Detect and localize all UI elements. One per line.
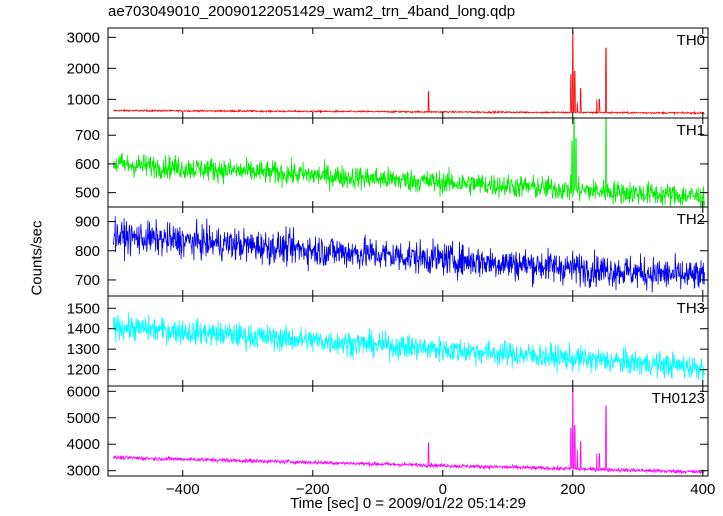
y-tick-label: 1000 xyxy=(67,91,100,108)
x-tick-label: 200 xyxy=(560,481,585,498)
y-tick-label: 700 xyxy=(75,272,100,289)
y-tick-label: 6000 xyxy=(67,383,100,400)
y-tick-label: 3000 xyxy=(67,29,100,46)
series-line-th0123 xyxy=(112,388,705,475)
panel-th3: 1200 1300 1400 1500 TH3 xyxy=(67,295,709,387)
y-tick-label: 3000 xyxy=(67,463,100,480)
series-line-th1 xyxy=(112,118,705,207)
panel-label: TH3 xyxy=(677,300,705,317)
x-tick-label: −200 xyxy=(296,481,330,498)
panel-label: TH1 xyxy=(677,122,705,139)
panel-label: TH0123 xyxy=(652,390,705,407)
panel-th1: 500 600 700 TH1 xyxy=(75,117,709,208)
panel-frame xyxy=(107,27,709,119)
y-tick-label: 1400 xyxy=(67,321,100,338)
x-tick-label: 400 xyxy=(690,481,715,498)
series-line-th2 xyxy=(112,216,705,293)
x-tick-label: 0 xyxy=(439,481,447,498)
series-line-th3 xyxy=(112,312,705,383)
panel-label: TH2 xyxy=(677,211,705,228)
y-tick-label: 1200 xyxy=(67,362,100,379)
y-tick-label: 1300 xyxy=(67,341,100,358)
y-tick-label: 500 xyxy=(75,185,100,202)
y-tick-label: 4000 xyxy=(67,436,100,453)
series-line-th0 xyxy=(113,30,705,116)
x-axis-label: Time [sec] 0 = 2009/01/22 05:14:29 xyxy=(290,495,526,512)
panel-th0123: 3000 4000 5000 6000 TH0123 xyxy=(67,383,709,480)
y-tick-label: 700 xyxy=(75,127,100,144)
x-tick-label: −400 xyxy=(166,481,200,498)
y-tick-label: 900 xyxy=(75,214,100,231)
panel-label: TH0 xyxy=(677,32,705,49)
y-tick-label: 1500 xyxy=(67,300,100,317)
y-tick-label: 2000 xyxy=(67,60,100,77)
y-axis-label: Counts/sec xyxy=(28,220,46,296)
y-tick-label: 5000 xyxy=(67,410,100,427)
panel-th0: 1000 2000 3000 TH0 xyxy=(67,27,709,119)
chart-title: ae703049010_20090122051429_wam2_trn_4ban… xyxy=(108,3,516,20)
y-tick-label: 600 xyxy=(75,156,100,173)
panel-th2: 700 800 900 TH2 xyxy=(75,206,709,297)
y-tick-label: 800 xyxy=(75,243,100,260)
panel-frame xyxy=(107,385,709,477)
